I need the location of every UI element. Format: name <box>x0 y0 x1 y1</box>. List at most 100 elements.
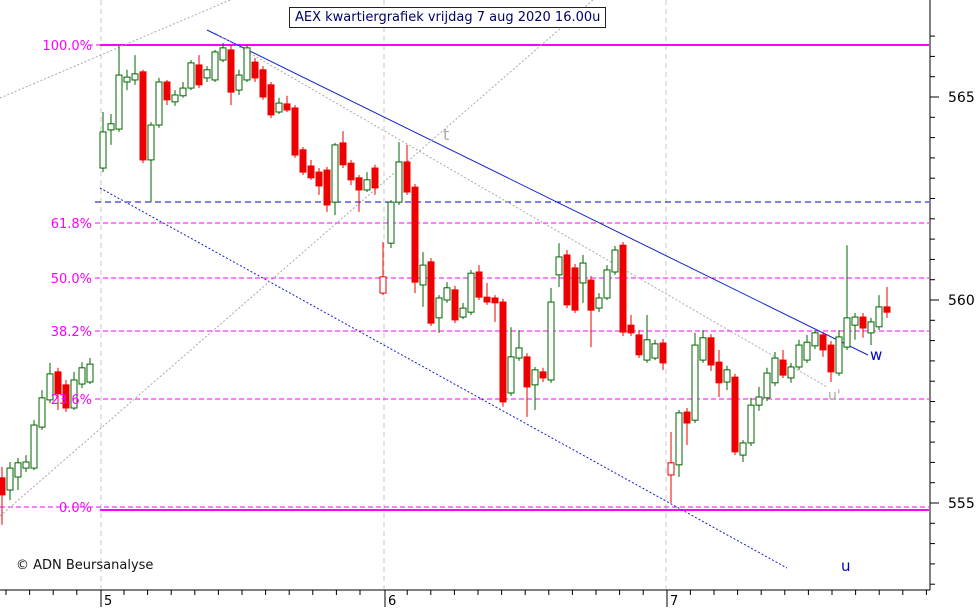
candle-body <box>179 87 187 97</box>
candle-body <box>163 81 171 101</box>
candle-body <box>795 344 803 368</box>
candle-body <box>6 467 14 491</box>
candle-body <box>483 296 491 303</box>
candle-body <box>875 306 883 328</box>
resistance-upper-blue <box>206 29 869 356</box>
fib-level-label: 100.0% <box>42 39 92 54</box>
candle-body <box>451 289 459 321</box>
candle-body <box>54 371 62 395</box>
candle-body <box>667 462 675 476</box>
candle-body <box>539 371 547 379</box>
candle-body <box>203 69 211 79</box>
trendline-label-u: u <box>841 557 851 575</box>
candle-body <box>515 347 523 359</box>
candle-body <box>78 367 86 385</box>
candle-body <box>659 342 667 364</box>
candle-body <box>691 344 699 421</box>
candle-body <box>22 461 30 469</box>
candle-body <box>803 341 811 361</box>
candle-body <box>755 396 763 406</box>
candle-body <box>787 366 795 379</box>
candle-body <box>611 249 619 273</box>
candle-body <box>635 334 643 356</box>
candle-body <box>843 317 851 348</box>
candle-body <box>603 269 611 299</box>
candle-body <box>62 384 70 409</box>
trendline-label-w: w <box>870 346 882 364</box>
candle-body <box>227 49 235 93</box>
candle-body <box>243 47 251 81</box>
support-lower-blue <box>99 187 788 569</box>
candle-body <box>211 51 219 81</box>
candle-body <box>291 107 299 156</box>
candle-body <box>867 321 875 334</box>
candle-body <box>355 177 363 191</box>
candle-body <box>14 462 22 478</box>
candle-body <box>86 363 94 383</box>
candle-body <box>835 336 843 374</box>
candle-body <box>395 161 403 203</box>
fib-level-label: 61.8% <box>51 217 92 232</box>
candle-body <box>523 356 531 388</box>
candle-body <box>459 307 467 318</box>
candle-body <box>235 74 243 91</box>
channel-gray-descending <box>214 32 828 388</box>
candle-body <box>283 103 291 111</box>
candle-body <box>219 47 227 61</box>
candle-body <box>443 287 451 301</box>
candle-body <box>0 477 6 496</box>
candle-body <box>475 271 483 298</box>
candle-body <box>115 74 123 130</box>
candle-body <box>651 343 659 359</box>
candle-body <box>675 412 683 466</box>
candle-body <box>363 179 371 191</box>
candle-body <box>811 332 819 347</box>
candle-body <box>699 337 707 361</box>
candle-body <box>38 397 46 428</box>
price-axis-label: 560 <box>948 293 975 309</box>
candle-body <box>587 279 595 311</box>
fib-level-label: 50.0% <box>51 272 92 287</box>
candle-body <box>46 373 54 401</box>
candle-body <box>467 272 475 313</box>
candle-body <box>155 81 163 126</box>
uptrend-gray-topleft <box>0 0 231 99</box>
candle-body <box>507 356 515 394</box>
candle-body <box>371 167 379 189</box>
candle-body <box>771 357 779 384</box>
chart-title: AEX kwartiergrafiek vrijdag 7 aug 2020 1… <box>289 7 607 28</box>
day-axis-label: 5 <box>104 594 112 609</box>
candle-body <box>627 324 635 334</box>
candle-body <box>30 424 38 469</box>
price-axis-label: 555 <box>948 496 975 512</box>
price-axis-label: 565 <box>948 90 975 106</box>
candle-body <box>739 442 747 456</box>
candle-body <box>315 171 323 187</box>
candle-body <box>307 165 315 179</box>
candle-body <box>195 64 203 86</box>
candle-body <box>595 297 603 309</box>
candle-body <box>747 404 755 444</box>
candle-body <box>251 61 259 79</box>
candle-body <box>259 69 267 98</box>
day-axis-label: 6 <box>388 594 396 609</box>
candle-body <box>579 262 587 284</box>
candle-body <box>70 379 78 409</box>
candle-body <box>723 369 731 383</box>
candle-body <box>859 316 867 329</box>
copyright-watermark: © ADN Beursanalyse <box>16 558 154 573</box>
candle-body <box>147 124 155 161</box>
candle-body <box>171 94 179 103</box>
candle-body <box>531 369 539 386</box>
candle-body <box>491 297 499 304</box>
candle-body <box>323 169 331 206</box>
candle-body <box>763 372 771 399</box>
candle-body <box>299 149 307 173</box>
candle-body <box>499 301 507 403</box>
candle-body <box>387 201 395 244</box>
candle-body <box>851 316 859 326</box>
candle-body <box>419 264 427 286</box>
candle-body <box>571 267 579 311</box>
